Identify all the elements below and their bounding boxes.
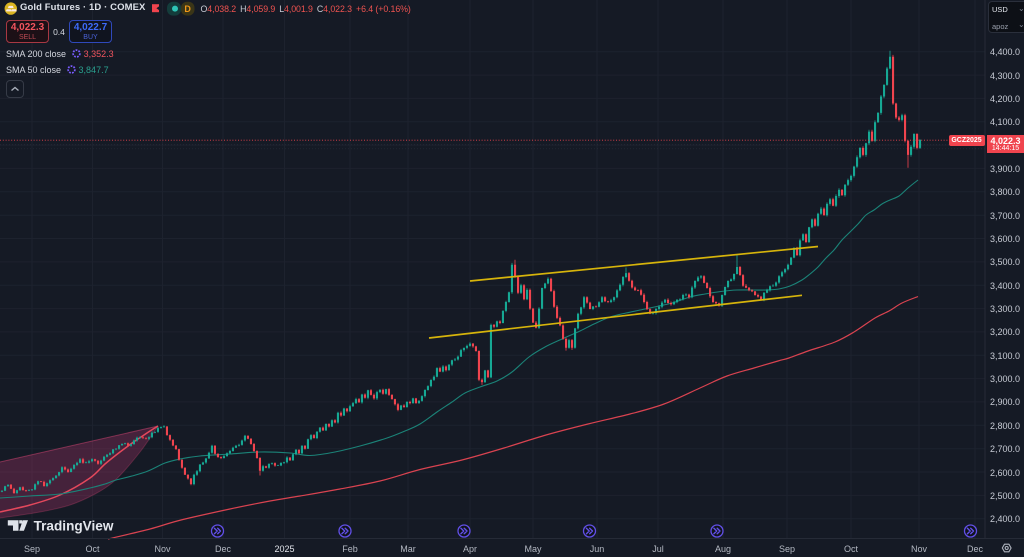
svg-text:D: D [184,4,191,14]
svg-text:TradingView: TradingView [34,519,114,534]
